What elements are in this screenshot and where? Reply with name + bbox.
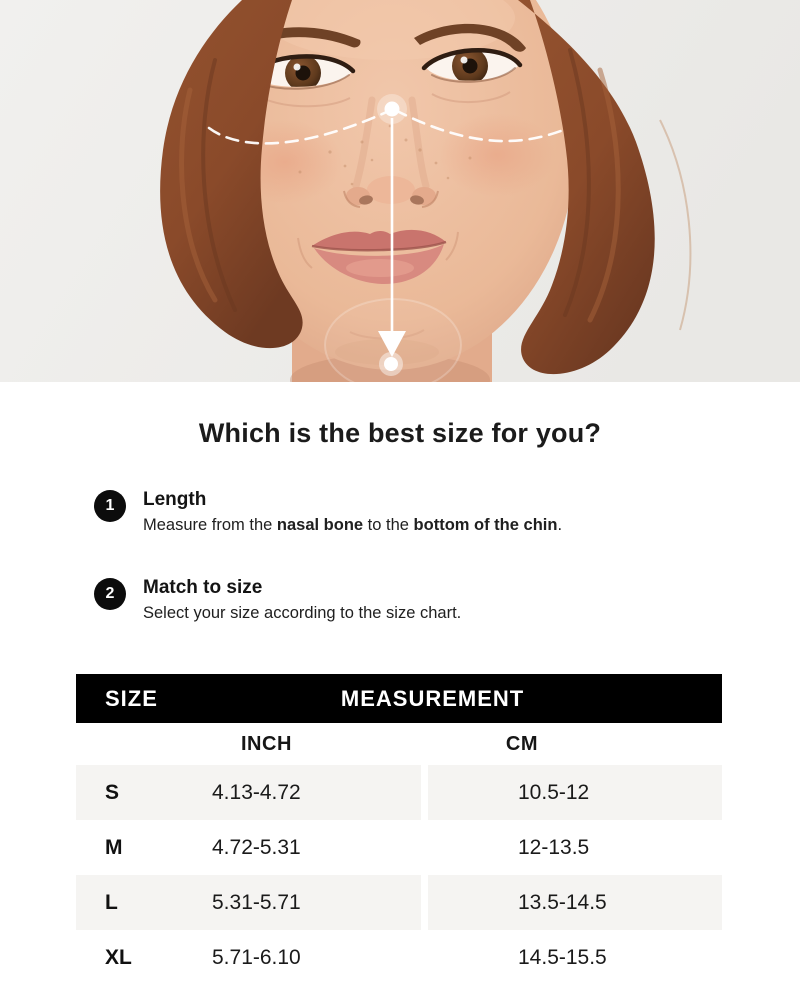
- cell-inch: 5.71-6.10: [212, 945, 301, 969]
- arrowhead-icon: [378, 331, 406, 357]
- row-gap: [421, 765, 428, 820]
- page-title: Which is the best size for you?: [198, 418, 602, 448]
- row-gap: [421, 820, 428, 875]
- step-2-title: Match to size: [143, 577, 263, 598]
- cell-size: XL: [105, 945, 132, 969]
- step-1-number-badge: 1: [94, 490, 126, 522]
- step-1-description: Measure from the nasal bone to the botto…: [143, 516, 563, 534]
- cell-inch: 4.72-5.31: [212, 835, 301, 859]
- eyes: [245, 47, 523, 108]
- size-chart-table: SIZE MEASUREMENT INCH CM S 4.13-4.72 10.…: [76, 674, 722, 985]
- step-match-to-size: 2 Match to size Select your size accordi…: [0, 575, 800, 626]
- freckles: [298, 124, 472, 186]
- unit-header-cm: CM: [505, 732, 538, 755]
- cell-cm: 12-13.5: [518, 835, 590, 859]
- table-row-m: M 4.72-5.31 12-13.5: [76, 820, 722, 875]
- step-2-description: Select your size according to the size c…: [143, 604, 462, 622]
- step-2-number-badge: 2: [94, 578, 126, 610]
- nose-to-chin-arrow: [378, 118, 406, 357]
- step-1-title: Length: [143, 489, 207, 510]
- table-row-l: L 5.31-5.71 13.5-14.5: [76, 875, 722, 930]
- cell-inch: 5.31-5.71: [212, 890, 301, 914]
- cell-cm: 14.5-15.5: [518, 945, 607, 969]
- measurement-overlay: [207, 94, 568, 382]
- cell-cm: 10.5-12: [518, 780, 590, 804]
- nose: [343, 96, 439, 208]
- nasal-bone-point: [377, 94, 407, 124]
- face-width-dashed-curve: [207, 108, 568, 145]
- woman-face-illustration: [0, 0, 800, 382]
- table-row-xl: XL 5.71-6.10 14.5-15.5: [76, 930, 722, 985]
- lips: [297, 229, 459, 365]
- face-photo: [0, 0, 800, 382]
- table-header-row: SIZE MEASUREMENT: [76, 674, 722, 723]
- cell-size: M: [105, 835, 123, 859]
- instruction-steps: 1 Length Measure from the nasal bone to …: [0, 487, 800, 626]
- column-header-size: SIZE: [105, 685, 158, 711]
- unit-header-inch: INCH: [241, 732, 292, 755]
- cell-size: L: [105, 890, 118, 914]
- row-gap: [421, 930, 428, 985]
- unit-header-row: INCH CM: [76, 723, 722, 765]
- cell-size: S: [105, 780, 120, 804]
- step-length: 1 Length Measure from the nasal bone to …: [0, 487, 800, 538]
- column-header-measurement: MEASUREMENT: [340, 685, 525, 711]
- hair: [160, 0, 692, 375]
- chin-point: [379, 352, 403, 376]
- cell-cm: 13.5-14.5: [518, 890, 607, 914]
- table-row-s: S 4.13-4.72 10.5-12: [76, 765, 722, 820]
- cell-inch: 4.13-4.72: [212, 780, 301, 804]
- row-gap: [421, 875, 428, 930]
